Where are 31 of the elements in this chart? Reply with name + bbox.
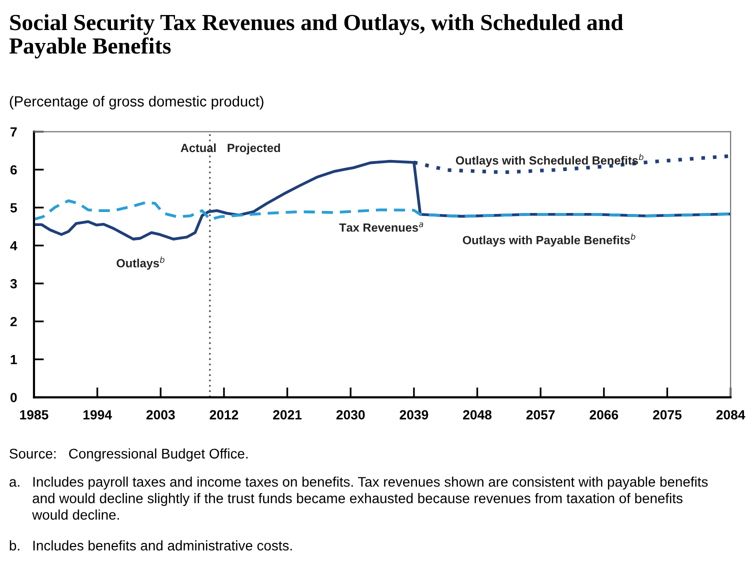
x-tick-label: 2030	[336, 410, 365, 420]
x-tick-label: 2057	[526, 410, 555, 420]
text: a. Includes payroll taxes and income taxes on benefits. Tax revenues shown are consistent with payable benefits and would decline slightly if the trust funds became exhausted because revenues from taxation of benefits would decline.	[10, 476, 708, 520]
source-note: Source: Congressional Budget Office.	[10, 448, 248, 462]
series-label: Outlays$^{b}$	[116, 256, 164, 270]
annotation: Actual	[180, 143, 216, 152]
x-tick-label: 2084	[716, 410, 746, 420]
y-tick-label: 1	[10, 355, 17, 364]
y-tick-label: 2	[10, 316, 17, 326]
x-tick-label: 2012	[210, 410, 238, 420]
x-tick-label: 2021	[273, 410, 302, 420]
y-tick-label: 7	[10, 127, 17, 136]
x-tick-label: 1985	[20, 410, 48, 420]
y-tick-label: 5	[10, 203, 17, 212]
series-label: Outlays with Payable Benefits$^{b}$	[462, 233, 636, 247]
chart-subtitle: (Percentage of gross domestic product)	[10, 96, 264, 110]
series-label: Outlays with Scheduled Benefits$^{b}$	[456, 154, 644, 167]
y-tick-label: 3	[10, 279, 17, 288]
y-tick-label: 0	[10, 392, 17, 402]
x-tick-label: 2075	[653, 410, 682, 420]
x-tick-label: 2066	[590, 410, 618, 420]
x-tick-label: 2039	[400, 410, 428, 420]
x-tick-label: 1994	[83, 410, 112, 420]
y-tick-label: 6	[10, 165, 17, 175]
chart-title: Social Security Tax Revenues and Outlays, with Scheduled and Payable Benefits	[9, 14, 624, 58]
annotation: Projected	[228, 143, 280, 154]
x-tick-label: 2003	[146, 410, 175, 420]
text: b. Includes benefits and administrative costs.	[10, 540, 292, 551]
x-tick-label: 2048	[463, 410, 492, 420]
y-tick-label: 4	[10, 241, 18, 250]
series-label: Tax Revenues$^{a}$	[339, 222, 424, 232]
